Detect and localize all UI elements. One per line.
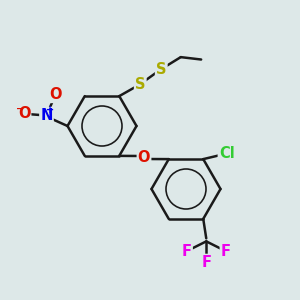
Text: F: F xyxy=(182,244,192,260)
Text: S: S xyxy=(135,76,146,92)
Text: O: O xyxy=(138,150,150,165)
Text: −: − xyxy=(16,103,25,114)
Text: F: F xyxy=(201,255,211,270)
Text: O: O xyxy=(49,87,62,102)
Text: O: O xyxy=(18,106,30,122)
Text: F: F xyxy=(221,244,231,260)
Text: +: + xyxy=(46,105,54,115)
Text: S: S xyxy=(156,61,166,76)
Text: Cl: Cl xyxy=(219,146,235,160)
Text: N: N xyxy=(40,108,53,123)
